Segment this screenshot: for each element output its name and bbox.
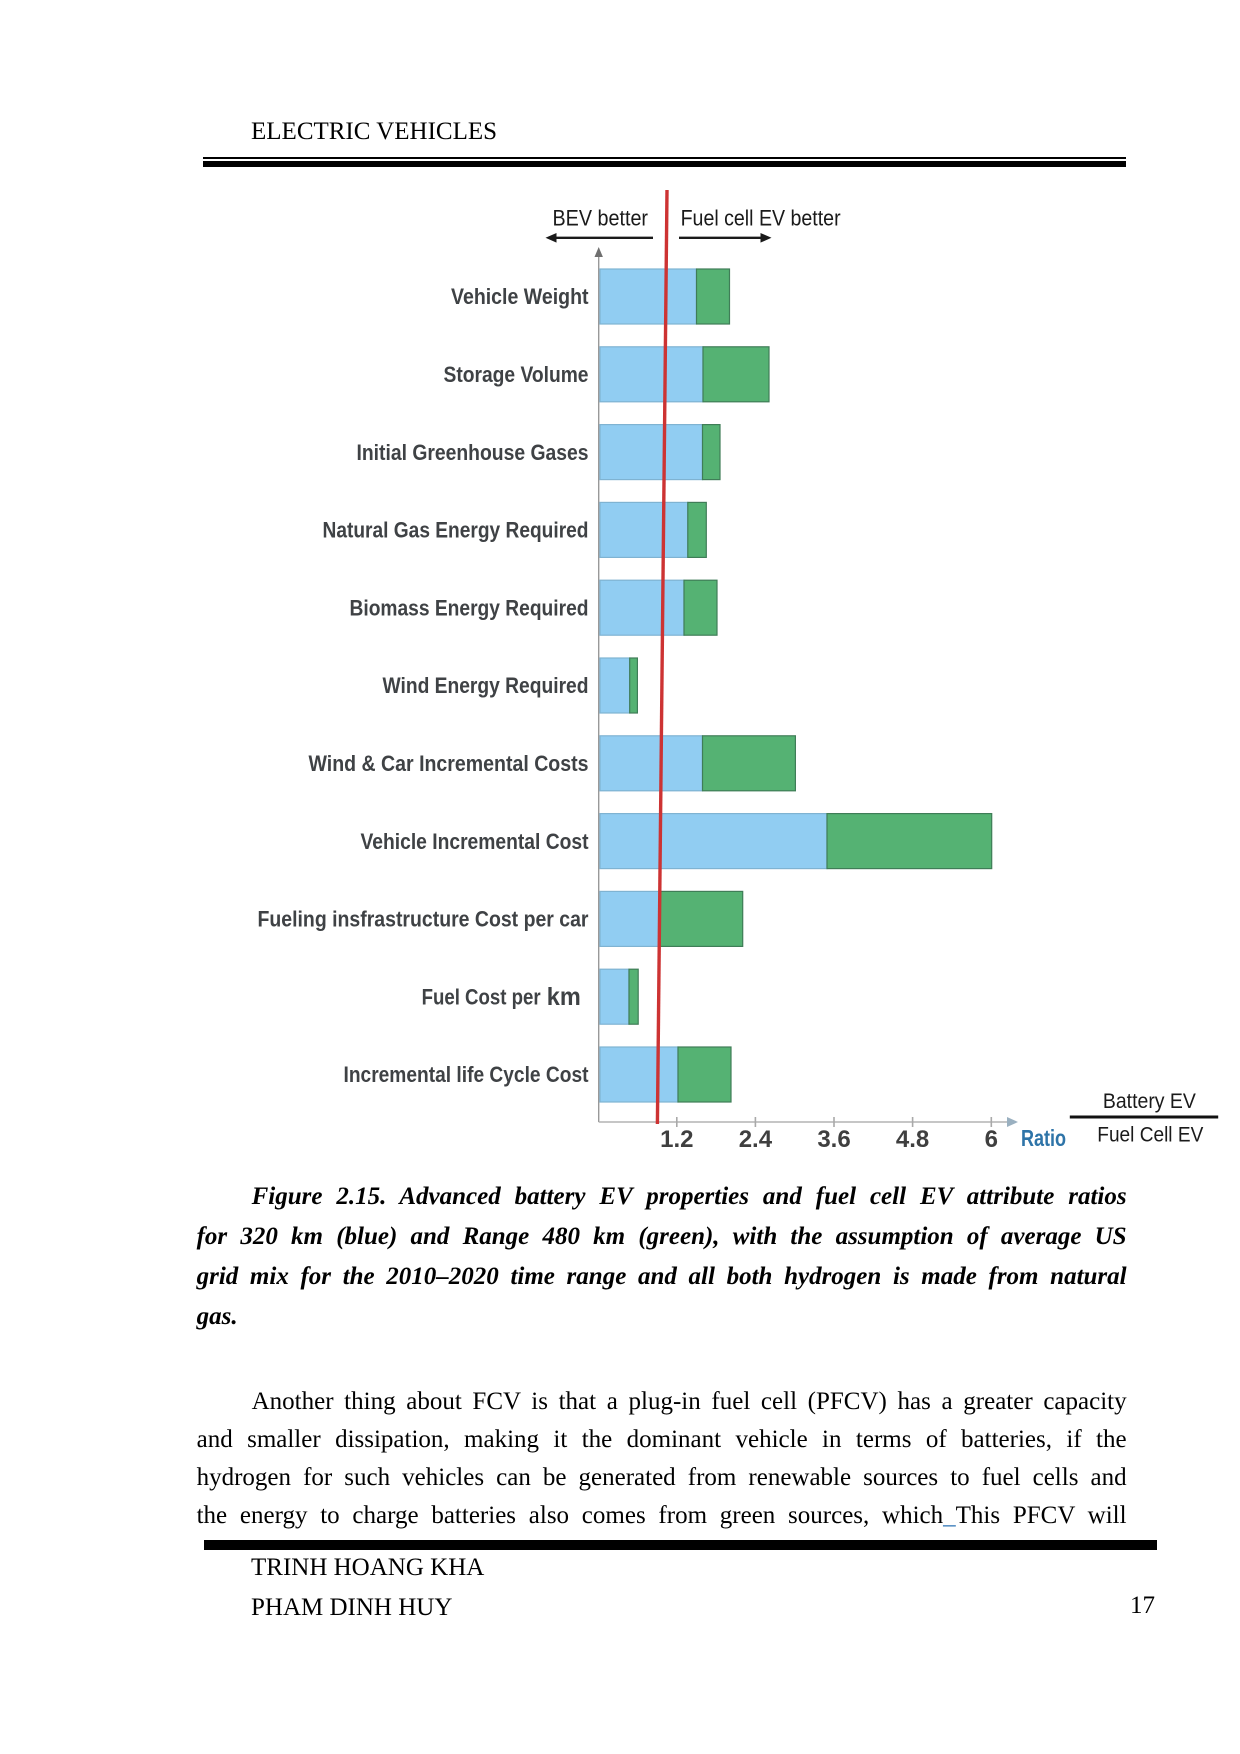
svg-text:2.4: 2.4 [739, 1126, 773, 1153]
svg-text:Biomass Energy Required: Biomass Energy Required [350, 595, 589, 620]
svg-text:Fuel Cost per: Fuel Cost per [422, 984, 541, 1009]
svg-text:3.6: 3.6 [817, 1126, 850, 1153]
svg-text:Wind Energy Required: Wind Energy Required [383, 673, 589, 698]
svg-text:Fuel Cell EV: Fuel Cell EV [1097, 1124, 1203, 1147]
svg-text:Fueling insfrastructure Cost p: Fueling insfrastructure Cost per car [258, 907, 589, 932]
svg-text:Initial Greenhouse Gases: Initial Greenhouse Gases [357, 440, 589, 465]
svg-text:4.8: 4.8 [896, 1126, 929, 1153]
svg-text:Ratio: Ratio [1021, 1125, 1066, 1151]
svg-text:6: 6 [985, 1126, 998, 1153]
svg-text:Natural Gas Energy Required: Natural Gas Energy Required [323, 518, 589, 543]
svg-text:Wind & Car Incremental Costs: Wind & Car Incremental Costs [309, 751, 589, 776]
svg-text:1.2: 1.2 [660, 1126, 693, 1153]
svg-text:Fuel cell EV better: Fuel cell EV better [681, 206, 841, 231]
svg-text:Vehicle Weight: Vehicle Weight [451, 284, 589, 309]
svg-text:Battery EV: Battery EV [1103, 1090, 1196, 1113]
svg-text:BEV better: BEV better [553, 206, 649, 231]
svg-text:km: km [547, 983, 581, 1011]
svg-text:Vehicle Incremental Cost: Vehicle Incremental Cost [361, 829, 590, 854]
svg-text:Incremental life Cycle Cost: Incremental life Cycle Cost [344, 1062, 590, 1087]
svg-text:Storage Volume: Storage Volume [444, 362, 589, 387]
